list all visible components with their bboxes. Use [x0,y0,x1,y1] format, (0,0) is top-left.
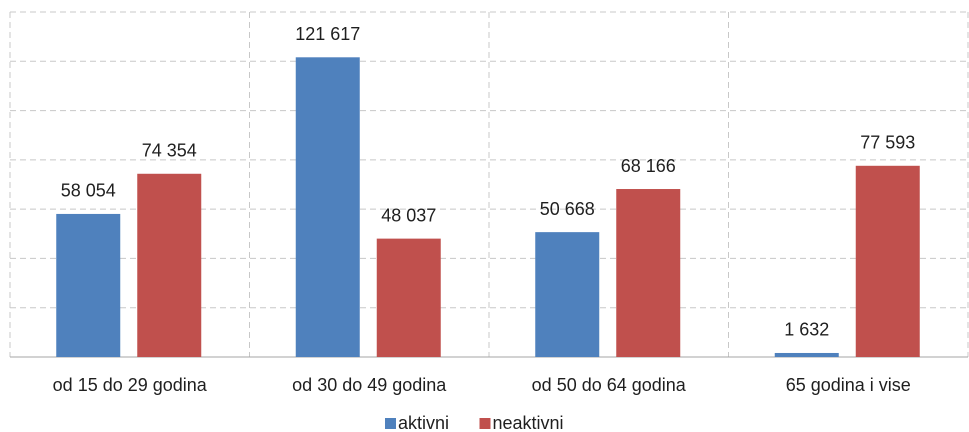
bar [376,238,441,357]
bar [295,57,360,357]
value-label: 48 037 [381,205,436,225]
legend-swatch [479,418,491,429]
bar [616,189,681,357]
value-label: 121 617 [295,24,360,44]
bar [56,213,121,357]
bar [855,165,920,357]
x-tick-label: od 30 do 49 godina [292,375,447,395]
x-tick-label: od 15 do 29 godina [53,375,208,395]
legend-label: neaktivni [493,413,564,432]
x-tick-label: od 50 do 64 godina [532,375,687,395]
bar [774,352,839,357]
value-label: 50 668 [540,199,595,219]
value-label: 74 354 [142,141,197,161]
legend-label: aktivni [398,413,449,432]
value-label: 77 593 [860,133,915,153]
legend-swatch [385,418,396,429]
value-label: 1 632 [784,320,829,340]
value-label: 58 054 [61,181,116,201]
x-tick-label: 65 godina i vise [786,375,911,395]
bar [535,232,600,357]
bar [137,173,202,357]
value-label: 68 166 [621,156,676,176]
